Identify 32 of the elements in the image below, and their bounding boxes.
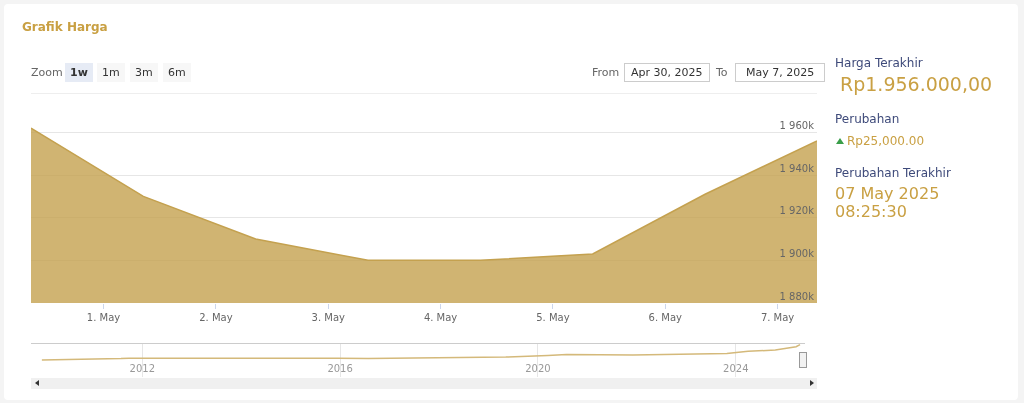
x-tick-label: 5. May <box>536 312 570 323</box>
text: May 7, 2025 <box>735 63 826 82</box>
text: Rp25,000.00 <box>847 134 925 148</box>
x-tick-label: 6. May <box>648 312 683 323</box>
text: Apr 30, 2025 <box>624 63 710 82</box>
y-tick-label: 1 900k <box>779 247 815 259</box>
text: From <box>592 66 620 79</box>
x-tick-label: 3. May <box>311 312 346 323</box>
y-tick-label: 1 880k <box>779 290 815 302</box>
x-tick-label: 2. May <box>199 312 233 323</box>
text: Zoom <box>31 66 63 79</box>
x-tick-label: 2020 <box>525 363 551 374</box>
x-tick-label: 4. May <box>423 312 458 323</box>
x-tick-label: 2016 <box>327 363 353 374</box>
text: Harga Terakhir <box>835 56 923 70</box>
text: 07 May 2025 08:25:30 <box>835 184 941 221</box>
x-tick-label: 7. May <box>760 312 795 323</box>
text: Perubahan <box>835 112 900 126</box>
x-tick-label: 2024 <box>723 363 749 374</box>
x-tick-label: 2012 <box>129 363 156 374</box>
y-tick-label: 1 960k <box>779 119 815 131</box>
text: 1m <box>97 63 125 82</box>
text: 1w <box>65 63 93 82</box>
y-tick-label: 1 940k <box>779 162 815 174</box>
text: Perubahan Terakhir <box>835 166 951 180</box>
text: Rp1.956.000,00 <box>840 73 993 95</box>
text: To <box>716 66 728 79</box>
text: 6m <box>163 63 191 82</box>
chart-title: Grafik Harga <box>22 20 108 34</box>
y-tick-label: 1 920k <box>779 205 815 217</box>
x-tick-label: 1. May <box>86 312 121 323</box>
text: 3m <box>130 63 158 82</box>
